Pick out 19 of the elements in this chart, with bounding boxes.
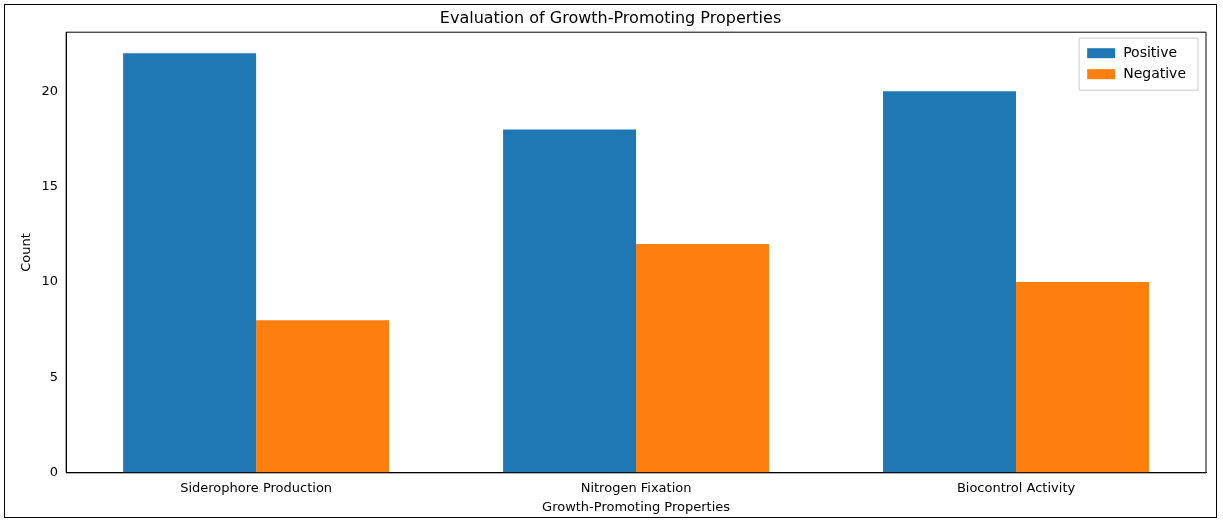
chart-title: Evaluation of Growth-Promoting Properties — [439, 7, 782, 27]
legend-label: Positive — [1123, 43, 1178, 60]
x-axis-title: Growth-Promoting Properties — [542, 498, 731, 514]
y-tick-label: 20 — [41, 82, 59, 98]
y-tick-label: 10 — [41, 273, 59, 289]
y-tick-label: 5 — [49, 368, 59, 384]
legend-label: Negative — [1123, 64, 1187, 81]
x-tick-label: Nitrogen Fixation — [580, 479, 692, 495]
bar — [883, 91, 1017, 473]
bar — [1016, 282, 1150, 473]
x-tick-label: Siderophore Production — [180, 479, 333, 495]
y-tick-label: 0 — [49, 464, 59, 480]
x-tick-label: Biocontrol Activity — [956, 479, 1076, 495]
bar — [256, 320, 390, 473]
bar — [123, 53, 257, 473]
y-tick-label: 15 — [41, 178, 59, 194]
bar — [503, 129, 637, 473]
y-axis-title: Count — [18, 233, 34, 272]
bar — [636, 243, 770, 473]
